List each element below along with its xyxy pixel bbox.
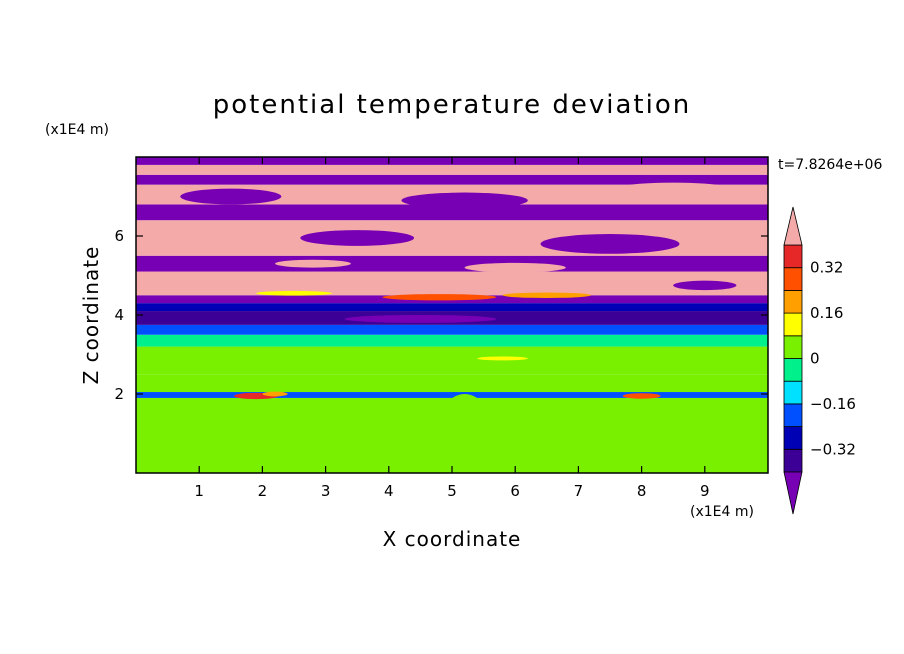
colorbar: 0.32 0.16 0 −0.16 −0.32 (783, 206, 856, 515)
contour-feature-18 (673, 280, 737, 291)
contour-feature-14 (180, 188, 282, 205)
x-tick-label-5: 5 (447, 482, 457, 500)
colorbar-segment-2 (783, 403, 803, 427)
z-tick-label-2: 2 (114, 385, 124, 403)
z-axis-units: (x1E4 m) (45, 122, 109, 138)
colorbar-segment-8 (783, 267, 803, 291)
contour-band-14 (136, 174, 768, 185)
x-axis: 1 2 3 4 5 6 7 8 9 (194, 157, 710, 500)
x-tick-label-1: 1 (194, 482, 204, 500)
contour-band-2 (136, 374, 768, 393)
contour-feature-2 (439, 394, 490, 458)
z-tick-label-4: 4 (114, 306, 124, 324)
contour-feature-10 (256, 290, 332, 296)
x-tick-label-7: 7 (574, 482, 584, 500)
colorbar-segment-3 (783, 380, 803, 405)
colorbar-tick-label-3: −0.16 (810, 395, 856, 413)
z-tick-label-6: 6 (114, 227, 124, 245)
x-tick-label-4: 4 (384, 482, 394, 500)
contour-band-12 (136, 204, 768, 221)
contour-feature-0 (167, 405, 269, 462)
contour-feature-16 (464, 262, 566, 273)
contour-feature-6 (262, 391, 288, 397)
x-tick-label-8: 8 (637, 482, 647, 500)
chart-title: potential temperature deviation (213, 90, 691, 120)
contour-feature-12 (540, 234, 680, 254)
contour-feature-11 (300, 230, 415, 246)
plot-area (136, 157, 768, 473)
contour-band-4 (136, 334, 768, 347)
colorbar-segment-4 (783, 358, 803, 382)
x-tick-label-2: 2 (258, 482, 268, 500)
colorbar-tick-label-0: 0.32 (810, 259, 843, 277)
x-tick-label-6: 6 (510, 482, 520, 500)
contour-feature-13 (401, 192, 528, 209)
colorbar-segment-5 (783, 335, 803, 359)
colorbar-under-arrow (783, 471, 803, 515)
x-tick-label-3: 3 (321, 482, 331, 500)
time-label: t=7.8264e+06 (778, 157, 882, 173)
z-axis: 2 4 6 (114, 227, 768, 403)
contour-band-7 (136, 303, 768, 312)
colorbar-tick-label-2: 0 (810, 350, 820, 368)
x-axis-units: (x1E4 m) (690, 504, 754, 520)
x-axis-label: X coordinate (383, 527, 522, 551)
contour-band-11 (136, 220, 768, 256)
contour-band-3 (136, 346, 768, 375)
colorbar-segment-6 (783, 312, 803, 337)
contour-band-1 (136, 392, 768, 398)
colorbar-segment-7 (783, 289, 803, 314)
contour-feature-20 (477, 356, 528, 361)
colorbar-segment-1 (783, 426, 803, 450)
contour-feature-8 (382, 294, 497, 301)
contour-band-10 (136, 255, 768, 272)
contour-band-9 (136, 271, 768, 296)
colorbar-tick-label-4: −0.32 (810, 440, 856, 458)
contour-feature-9 (502, 292, 592, 299)
contour-feature-4 (635, 405, 712, 454)
colorbar-segment-0 (783, 448, 803, 473)
colorbar-over-arrow (783, 206, 803, 246)
z-axis-label: Z coordinate (79, 246, 103, 385)
contour-band-15 (136, 164, 768, 175)
contour-feature-3 (534, 421, 598, 462)
contour-band-5 (136, 324, 768, 335)
contour-feature-17 (275, 259, 351, 268)
contour-feature-15 (616, 182, 731, 195)
x-tick-label-9: 9 (700, 482, 710, 500)
contour-feature-7 (622, 393, 661, 399)
contour-feature-19 (344, 315, 497, 323)
colorbar-tick-label-1: 0.16 (810, 304, 843, 322)
colorbar-segment-9 (783, 244, 803, 269)
contour-feature-1 (319, 417, 434, 458)
